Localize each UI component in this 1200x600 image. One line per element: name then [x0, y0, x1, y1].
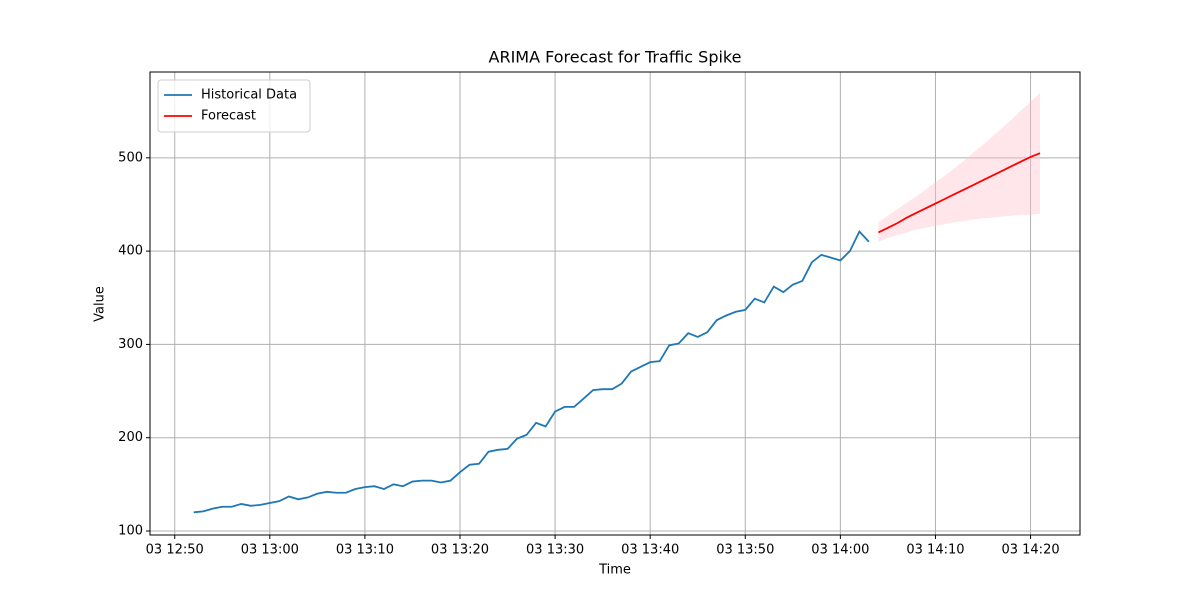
x-tick-label: 03 14:00 [811, 543, 869, 558]
x-tick-label: 03 13:00 [241, 543, 299, 558]
x-axis-label: Time [598, 563, 631, 578]
x-tick-label: 03 14:20 [1001, 543, 1059, 558]
x-tick-label: 03 12:50 [146, 543, 204, 558]
y-axis-label: Value [93, 286, 108, 322]
legend-label: Forecast [201, 109, 256, 124]
x-tick-label: 03 13:50 [716, 543, 774, 558]
x-tick-label: 03 13:20 [431, 543, 489, 558]
y-tick-label: 300 [118, 337, 143, 352]
chart-title: ARIMA Forecast for Traffic Spike [489, 48, 742, 67]
x-tick-label: 03 13:40 [621, 543, 679, 558]
x-tick-label: 03 14:10 [906, 543, 964, 558]
confidence-band [878, 92, 1041, 242]
plot-frame [149, 71, 1081, 536]
y-tick-label: 500 [118, 150, 143, 165]
y-tick-label: 400 [118, 244, 143, 259]
x-tick-label: 03 13:10 [336, 543, 394, 558]
y-tick-label: 200 [118, 430, 143, 445]
series-line [878, 152, 1041, 234]
legend-label: Historical Data [201, 88, 297, 103]
legend-box [157, 79, 311, 133]
x-tick-label: 03 13:30 [526, 543, 584, 558]
series-line [193, 229, 870, 514]
y-tick-label: 100 [118, 523, 143, 538]
